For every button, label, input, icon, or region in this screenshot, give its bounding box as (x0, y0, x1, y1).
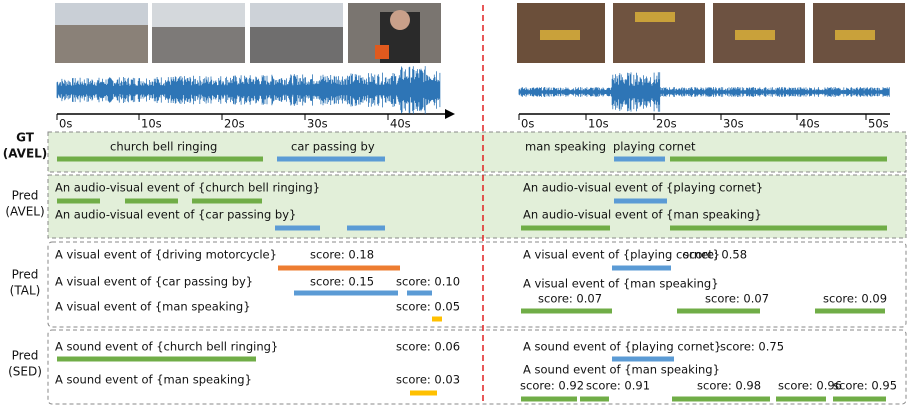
segment (521, 226, 610, 231)
segment (407, 291, 432, 296)
segment (776, 397, 826, 402)
segment (57, 157, 263, 162)
row-label: GT (16, 131, 35, 145)
segment (614, 157, 665, 162)
segment (612, 357, 674, 362)
segment (432, 317, 442, 322)
segment (612, 266, 671, 271)
segment (294, 291, 398, 296)
event-text: score: 0.10 (396, 275, 460, 289)
segment (580, 397, 609, 402)
event-text: score: 0.03 (396, 373, 460, 387)
segment (192, 199, 262, 204)
segment (521, 309, 612, 314)
event-text: A sound event of {church bell ringing} (55, 340, 278, 354)
event-text: score: 0.95 (833, 379, 897, 393)
tick-label: 40s (799, 117, 820, 131)
event-text: A visual event of {man speaking} (55, 300, 251, 314)
event-text: A sound event of {man speaking} (523, 363, 720, 377)
event-text: An audio-visual event of {man speaking} (523, 208, 762, 222)
tick-label: 20s (656, 117, 677, 131)
segment (57, 199, 100, 204)
row-label: (AVEL) (5, 205, 44, 219)
event-text: score: 0.92 (520, 379, 584, 393)
row-label: (TAL) (10, 284, 41, 298)
event-text: An audio-visual event of {church bell ri… (55, 181, 320, 195)
waveform (519, 72, 889, 112)
segment (614, 199, 667, 204)
segment (125, 199, 178, 204)
event-text: A sound event of {man speaking} (55, 373, 252, 387)
event-text: A visual event of {driving motorcycle} (55, 248, 277, 262)
figure: 0s 10s 20s 30s 40s 0s 10s 20s 30s 40s 50s GT (AVEL) P… (0, 0, 908, 407)
segment (410, 391, 437, 396)
event-text: score: 0.15 (310, 275, 374, 289)
tick-label: 20s (224, 117, 245, 131)
tick-label: 10s (141, 117, 162, 131)
event-text: score: 0.07 (705, 292, 769, 306)
segment (347, 226, 385, 231)
video-frames (55, 3, 905, 63)
event-text: score: 0.05 (396, 300, 460, 314)
event-text: playing cornet (613, 140, 696, 154)
event-text: score: 0.58 (683, 248, 747, 262)
event-text: A visual event of {man speaking} (523, 277, 719, 291)
event-text: score: 0.06 (396, 340, 460, 354)
tick-label: 0s (59, 117, 72, 131)
event-text: score: 0.98 (697, 379, 761, 393)
row-label: (SED) (8, 365, 42, 379)
event-text: A sound event of {playing cornet} (523, 340, 721, 354)
tick-label: 50s (868, 117, 889, 131)
event-text: score: 0.09 (823, 292, 887, 306)
tick-label: 40s (390, 117, 411, 131)
segment (57, 357, 256, 362)
row-label: Pred (12, 189, 39, 203)
event-text: A visual event of {car passing by} (55, 275, 253, 289)
segment (677, 309, 760, 314)
segment (670, 157, 887, 162)
tick-label: 30s (307, 117, 328, 131)
row-label: Pred (12, 349, 39, 363)
segment (815, 309, 885, 314)
tick-label: 0s (521, 117, 534, 131)
event-text: score: 0.18 (310, 248, 374, 262)
segment (277, 157, 385, 162)
event-text: man speaking (525, 140, 606, 154)
row-label: (AVEL) (3, 147, 48, 161)
axis-arrow (445, 109, 455, 119)
segment (833, 397, 886, 402)
event-text: score: 0.75 (720, 340, 784, 354)
event-text: An audio-visual event of {car passing by… (55, 208, 296, 222)
event-text: score: 0.91 (586, 379, 650, 393)
event-text: score: 0.07 (538, 292, 602, 306)
segment (521, 397, 577, 402)
tick-label: 10s (588, 117, 609, 131)
segment (275, 226, 320, 231)
segment (278, 266, 400, 271)
event-text: church bell ringing (110, 140, 217, 154)
row-label: Pred (12, 268, 39, 282)
waveform (57, 66, 440, 114)
event-text: An audio-visual event of {playing cornet… (523, 181, 763, 195)
event-text: car passing by (291, 140, 375, 154)
tick-label: 30s (723, 117, 744, 131)
segment (672, 397, 770, 402)
segment (670, 226, 887, 231)
